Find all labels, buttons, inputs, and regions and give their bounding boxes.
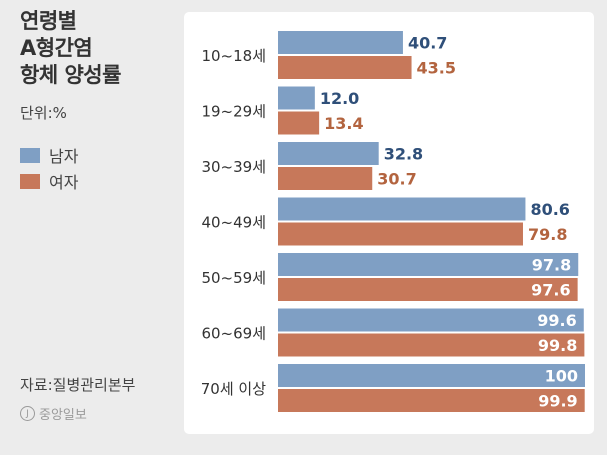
data-label-male: 12.0 (320, 89, 359, 108)
category-label: 40~49세 (201, 214, 266, 232)
data-label-male: 100 (545, 367, 578, 386)
publisher-logo: J 중앙일보 (20, 404, 87, 423)
category-label: 30~39세 (201, 158, 266, 176)
data-label-female: 30.7 (377, 170, 416, 189)
bar-female (278, 222, 523, 246)
category-label: 19~29세 (201, 103, 266, 121)
data-label-female: 79.8 (528, 225, 567, 244)
bar-chart: 10~18세 40.7 43.5 19~29세 12.0 13.4 30~39세 32.8 30… (201, 31, 585, 412)
legend-item-male: 남자 (20, 142, 78, 168)
bar-female (278, 111, 320, 135)
bar-male (278, 308, 584, 332)
title-line-1: 연령별 (20, 9, 77, 33)
data-label-female: 43.5 (417, 59, 456, 78)
left-panel: 연령별 A형간염 항체 양성률 단위:% 남자 여자 자료:질병관리본부 J 중… (0, 0, 180, 455)
bar-female (278, 56, 412, 79)
data-label-female: 99.9 (538, 392, 577, 411)
data-label-male: 32.8 (384, 145, 423, 164)
unit-label: 단위:% (20, 104, 67, 122)
category-label: 10~18세 (201, 47, 266, 65)
data-label-male: 97.8 (532, 256, 571, 275)
bar-female (278, 333, 585, 357)
chart-panel: 10~18세 40.7 43.5 19~29세 12.0 13.4 30~39세 32.8 30… (184, 12, 594, 434)
legend-item-female: 여자 (20, 168, 78, 194)
category-label: 50~59세 (201, 269, 266, 287)
data-label-male: 40.7 (408, 34, 447, 53)
data-label-male: 80.6 (530, 200, 569, 219)
bar-female (278, 167, 373, 190)
title-line-3: 항체 양성률 (20, 63, 121, 87)
logo-text: 중앙일보 (39, 408, 87, 423)
legend-swatch-female (20, 173, 40, 189)
title-line-2: A형간염 (20, 36, 93, 60)
bar-male (278, 253, 579, 276)
bar-male (278, 31, 403, 54)
data-label-female: 99.8 (538, 336, 577, 355)
legend: 남자 여자 (20, 142, 78, 194)
category-label: 70세 이상 (201, 380, 266, 398)
legend-swatch-male (20, 147, 40, 163)
data-label-male: 99.6 (537, 311, 576, 330)
bar-male (278, 364, 585, 387)
legend-label-male: 남자 (49, 147, 79, 166)
bar-male (278, 197, 526, 221)
data-label-female: 97.6 (531, 281, 570, 300)
logo-circle-icon: J (20, 406, 35, 421)
bar-male (278, 142, 379, 165)
chart-title: 연령별 A형간염 항체 양성률 (20, 8, 121, 89)
bar-female (278, 278, 578, 301)
bar-female (278, 389, 585, 412)
data-label-female: 13.4 (324, 114, 363, 133)
source-label: 자료:질병관리본부 (20, 376, 136, 394)
legend-label-female: 여자 (49, 173, 79, 192)
bar-male (278, 86, 315, 110)
category-label: 60~69세 (201, 325, 266, 343)
